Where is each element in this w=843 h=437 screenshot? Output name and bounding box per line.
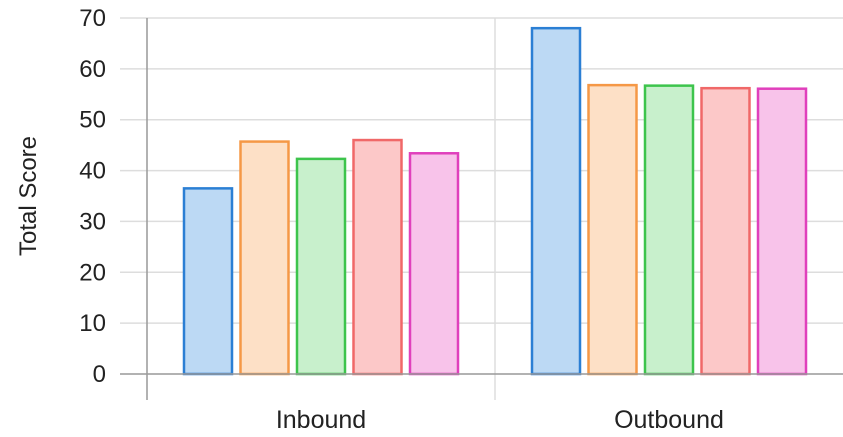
bar-outbound-4 — [700, 86, 751, 376]
y-tick-label: 70 — [79, 5, 106, 32]
category-label: Inbound — [276, 406, 366, 434]
category-labels: Inbound Outbound — [276, 406, 724, 434]
bar-inbound-3 — [295, 157, 347, 376]
y-tick-label: 30 — [79, 208, 106, 235]
bar-outbound-1 — [530, 26, 582, 376]
y-tick-label: 0 — [93, 361, 106, 388]
category-label: Outbound — [614, 406, 724, 434]
bar-inbound-5 — [408, 152, 460, 376]
y-tick-label: 10 — [79, 310, 106, 337]
bar-inbound-4 — [352, 138, 403, 376]
y-tick-labels: 0 10 20 30 40 50 60 70 — [79, 5, 106, 388]
bars — [182, 26, 808, 376]
y-tick-label: 20 — [79, 259, 106, 286]
y-tick-label: 40 — [79, 158, 106, 185]
bar-outbound-3 — [643, 84, 695, 376]
bar-inbound-1 — [182, 187, 234, 376]
bar-inbound-2 — [239, 140, 290, 376]
axes — [120, 18, 843, 400]
y-tick-label: 50 — [79, 107, 106, 134]
bar-outbound-5 — [756, 87, 808, 376]
y-axis-title: Total Score — [15, 136, 42, 256]
y-tick-label: 60 — [79, 56, 106, 83]
bar-outbound-2 — [587, 83, 638, 376]
